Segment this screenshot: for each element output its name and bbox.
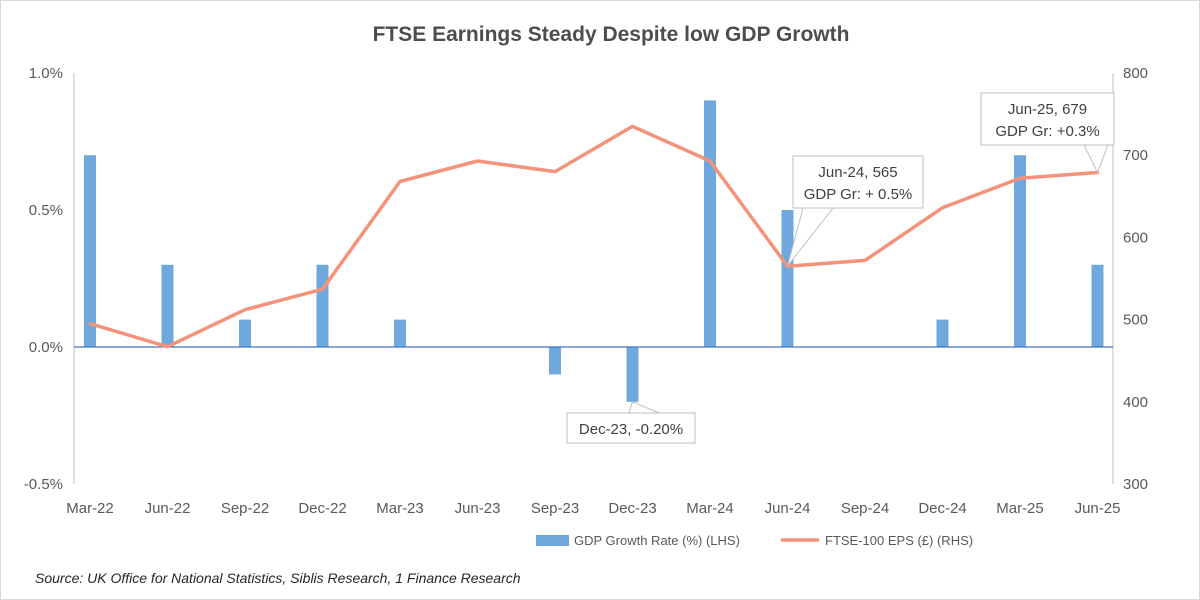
- x-tick-label: Mar-24: [686, 500, 734, 517]
- gdp-bar: [1014, 155, 1026, 347]
- legend: GDP Growth Rate (%) (LHS) FTSE-100 EPS (£…: [536, 533, 973, 548]
- y-right-tick-label: 500: [1123, 312, 1148, 329]
- y-right-tick-label: 400: [1123, 394, 1148, 411]
- legend-label-gdp: GDP Growth Rate (%) (LHS): [574, 533, 740, 548]
- callout-label: GDP Gr: + 0.5%: [804, 186, 913, 203]
- gdp-bar: [936, 319, 949, 347]
- callout-pointer: [787, 207, 835, 267]
- x-tick-label: Sep-23: [531, 500, 579, 517]
- x-tick-label: Dec-23: [608, 500, 656, 517]
- callout-box: [980, 92, 1115, 146]
- y-right-tick-label: 300: [1123, 476, 1148, 493]
- source-note: Source: UK Office for National Statistic…: [35, 570, 521, 586]
- x-tick-label: Jun-22: [145, 500, 191, 517]
- gdp-bar: [549, 347, 561, 375]
- callout-label: GDP Gr: +0.3%: [995, 123, 1099, 140]
- callout-label: Dec-23, -0.20%: [579, 421, 683, 438]
- y-right-tick-label: 600: [1123, 229, 1148, 246]
- callout: Jun-24, 565 GDP Gr: + 0.5%: [787, 155, 924, 267]
- legend-label-eps: FTSE-100 EPS (£) (RHS): [825, 533, 973, 548]
- x-tick-label: Dec-22: [298, 500, 346, 517]
- gdp-bar: [781, 210, 794, 347]
- y-left-tick-label: 0.0%: [29, 339, 63, 356]
- y-left-tick-label: -0.5%: [24, 476, 63, 493]
- callout-label: Jun-24, 565: [818, 164, 897, 181]
- x-tick-label: Mar-22: [66, 500, 114, 517]
- y-left-tick-label: 0.5%: [29, 202, 63, 219]
- gdp-bar: [161, 264, 174, 347]
- callout-box: [566, 412, 696, 444]
- callout-label: Jun-25, 679: [1008, 101, 1087, 118]
- x-tick-label: Dec-24: [918, 500, 966, 517]
- gdp-bar: [626, 347, 639, 402]
- callout-box: [792, 155, 924, 209]
- x-tick-label: Mar-23: [376, 500, 424, 517]
- gdp-bar: [84, 155, 96, 347]
- callout: Jun-25, 679 GDP Gr: +0.3%: [980, 92, 1115, 174]
- y-right-tick-label: 800: [1123, 65, 1148, 82]
- x-tick-label: Mar-25: [996, 500, 1044, 517]
- x-tick-label: Jun-23: [455, 500, 501, 517]
- callout: Dec-23, -0.20%: [566, 401, 696, 444]
- callout-pointer: [1083, 144, 1109, 174]
- x-tick-label: Sep-22: [221, 500, 269, 517]
- chart-title: FTSE Earnings Steady Despite low GDP Gro…: [373, 23, 850, 46]
- plot-area: 1.0% 0.5% 0.0% -0.5% 800 700 600 500 400 300 Mar-2…: [24, 65, 1148, 517]
- legend-swatch-gdp: [536, 535, 569, 546]
- eps-line: [88, 124, 1100, 349]
- x-tick-label: Jun-24: [765, 500, 811, 517]
- gdp-bar: [394, 319, 406, 347]
- y-left-tick-label: 1.0%: [29, 65, 63, 82]
- x-tick-label: Sep-24: [841, 500, 889, 517]
- gdp-bar: [1091, 264, 1104, 347]
- gdp-bar: [316, 264, 329, 347]
- x-tick-label: Jun-25: [1075, 500, 1121, 517]
- callout-pointer: [628, 401, 660, 414]
- y-right-tick-label: 700: [1123, 147, 1148, 164]
- gdp-bar: [239, 319, 251, 347]
- gdp-bar: [704, 100, 716, 348]
